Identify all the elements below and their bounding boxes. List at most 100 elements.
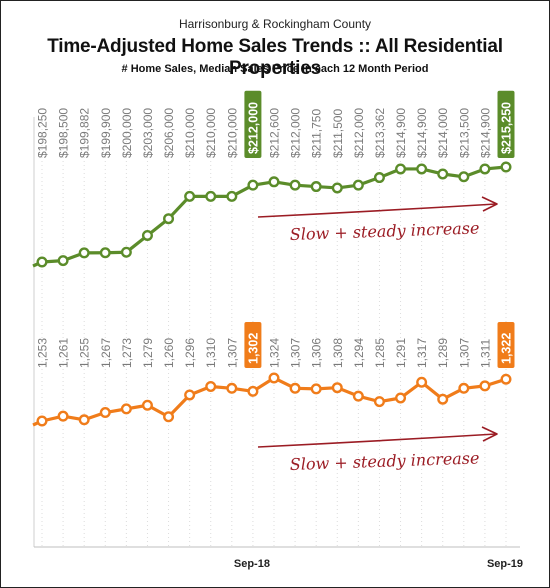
sales-data-point	[352, 390, 364, 402]
price-data-label: $212,000	[352, 108, 366, 158]
price-data-label: $214,900	[478, 108, 492, 158]
price-data-label: $214,000	[436, 108, 450, 158]
sales-data-label: 1,255	[78, 338, 92, 368]
sales-data-label: 1,307	[289, 338, 303, 368]
price-data-label: $198,250	[36, 108, 50, 158]
price-data-point	[99, 247, 111, 259]
price-data-point	[289, 179, 301, 191]
sales-data-point	[57, 410, 69, 422]
price-highlight-box	[497, 90, 515, 158]
price-data-point	[479, 163, 491, 175]
price-data-point	[437, 168, 449, 180]
sales-data-point	[310, 383, 322, 395]
sales-data-label: 1,307	[225, 338, 239, 368]
sales-data-label: 1,253	[36, 338, 50, 368]
sales-data-point	[500, 373, 512, 385]
price-data-label: $214,900	[415, 108, 429, 158]
price-data-point	[395, 163, 407, 175]
sales-data-label: 1,273	[120, 338, 134, 368]
annotation-arrow-head	[481, 196, 498, 212]
price-data-point	[141, 229, 153, 241]
sales-data-point	[141, 399, 153, 411]
price-data-label: $212,600	[268, 108, 282, 158]
price-data-label: $211,750	[310, 109, 324, 158]
price-data-label: $206,000	[162, 108, 176, 158]
x-tick-label: Sep-18	[234, 558, 270, 570]
sales-data-point	[226, 382, 238, 394]
sales-data-point	[395, 392, 407, 404]
sales-data-label: 1,279	[141, 338, 155, 368]
sales-data-point	[78, 414, 90, 426]
sales-data-point	[416, 376, 428, 388]
sales-data-point	[184, 389, 196, 401]
sales-data-point	[289, 382, 301, 394]
sales-data-label: 1,324	[268, 338, 282, 368]
price-data-point	[184, 190, 196, 202]
sales-data-point	[163, 411, 175, 423]
sales-data-label: 1,322	[500, 333, 514, 364]
sales-data-point	[205, 380, 217, 392]
price-data-label: $213,362	[373, 108, 387, 158]
sales-data-label: 1,306	[310, 338, 324, 368]
sales-data-label: 1,294	[352, 338, 366, 368]
sales-data-point	[120, 403, 132, 415]
sales-data-point	[36, 415, 48, 427]
price-highlight-box	[244, 90, 262, 158]
sales-data-point	[373, 396, 385, 408]
sales-data-label: 1,307	[457, 338, 471, 368]
sales-data-label: 1,296	[183, 338, 197, 368]
sales-data-point	[458, 382, 470, 394]
price-data-label: $199,882	[78, 108, 92, 158]
price-data-label: $198,500	[57, 108, 71, 158]
price-data-point	[331, 182, 343, 194]
price-data-point	[416, 163, 428, 175]
chart-title: Time-Adjusted Home Sales Trends :: All R…	[47, 36, 503, 79]
chart-supertitle: Harrisonburg & Rockingham County	[178, 17, 372, 31]
price-data-point	[163, 213, 175, 225]
price-data-label: $213,500	[457, 108, 471, 158]
price-data-label: $210,000	[225, 108, 239, 158]
price-data-point	[120, 246, 132, 258]
annotation-arrow-head	[481, 426, 498, 442]
sales-data-label: 1,311	[478, 339, 492, 368]
sales-data-label: 1,291	[394, 338, 408, 368]
price-data-point	[352, 179, 364, 191]
sales-data-label: 1,317	[415, 338, 429, 368]
sales-data-label: 1,267	[99, 338, 113, 368]
x-tick-label: Sep-19	[487, 558, 523, 570]
price-data-point	[78, 247, 90, 259]
price-data-label: $211,500	[331, 109, 345, 158]
sales-data-label: 1,302	[246, 333, 260, 364]
sales-highlight-box	[497, 322, 515, 368]
sales-data-point	[99, 407, 111, 419]
price-data-label: $203,000	[141, 108, 155, 158]
price-data-label: $215,250	[500, 102, 514, 154]
price-data-point	[458, 171, 470, 183]
sales-data-label: 1,261	[57, 338, 71, 368]
sales-data-label: 1,260	[162, 338, 176, 368]
annotation-arrow-line	[257, 433, 497, 448]
price-data-point	[373, 172, 385, 184]
price-data-label: $210,000	[204, 108, 218, 158]
price-data-point	[36, 256, 48, 268]
price-data-point	[247, 179, 259, 191]
sales-data-label: 1,310	[204, 338, 218, 368]
price-data-point	[500, 161, 512, 173]
price-data-label: $214,900	[394, 108, 408, 158]
sales-data-point	[479, 380, 491, 392]
sales-data-label: 1,285	[373, 338, 387, 368]
chart-subtitle: # Home Sales, Median Sales Price in each…	[121, 63, 429, 75]
price-data-label: $212,000	[289, 108, 303, 158]
price-data-point	[57, 255, 69, 267]
price-data-label: $212,000	[246, 102, 260, 154]
price-data-label: $210,000	[183, 108, 197, 158]
sales-data-point	[247, 385, 259, 397]
price-data-point	[205, 190, 217, 202]
sales-data-point	[437, 393, 449, 405]
sales-data-point	[331, 382, 343, 394]
sales-data-point	[268, 372, 280, 384]
sales-data-label: 1,308	[331, 338, 345, 368]
price-data-label: $199,900	[99, 108, 113, 158]
sales-series-line	[32, 376, 507, 427]
